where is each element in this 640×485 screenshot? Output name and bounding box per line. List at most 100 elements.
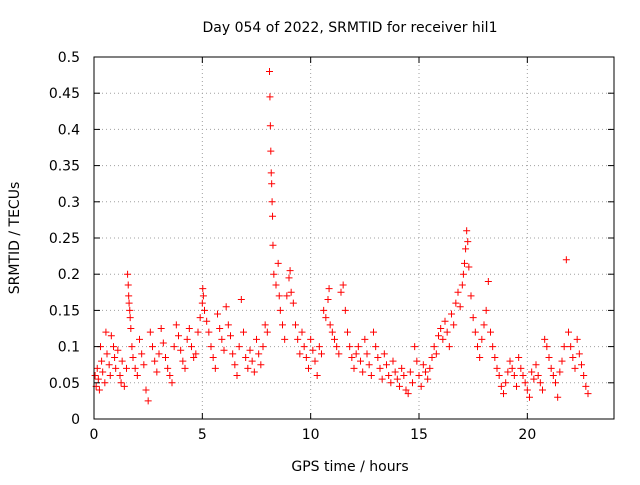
data-point — [452, 299, 460, 307]
data-point — [428, 353, 436, 361]
data-point — [181, 364, 189, 372]
data-point — [539, 386, 546, 394]
data-point — [398, 364, 406, 372]
data-point — [350, 364, 358, 372]
data-point — [493, 364, 501, 372]
data-point — [526, 393, 533, 401]
data-point — [168, 379, 176, 387]
data-point — [409, 379, 416, 387]
data-point — [268, 198, 276, 206]
data-point — [435, 332, 442, 340]
data-points — [91, 67, 592, 405]
chart-title: Day 054 of 2022, SRMTID for receiver hil… — [203, 20, 498, 36]
data-point — [318, 350, 325, 358]
data-point — [211, 364, 219, 372]
data-point — [107, 332, 115, 340]
data-point — [268, 180, 276, 188]
data-point — [136, 335, 143, 343]
data-point — [465, 263, 473, 271]
data-point — [289, 299, 297, 307]
data-point — [117, 379, 125, 387]
data-point — [560, 343, 568, 351]
data-point — [172, 321, 180, 329]
data-point — [309, 346, 317, 354]
data-point — [552, 379, 559, 387]
data-point — [127, 325, 135, 332]
data-point — [98, 357, 106, 365]
data-point — [94, 375, 102, 383]
data-point — [266, 93, 274, 101]
data-point — [112, 364, 120, 372]
data-point — [367, 372, 375, 380]
data-point — [162, 353, 169, 361]
data-point — [155, 350, 163, 358]
data-point — [495, 372, 503, 380]
data-point — [467, 292, 475, 300]
data-point — [489, 343, 497, 351]
data-point — [571, 364, 579, 372]
data-point — [157, 325, 165, 332]
axis-ticks — [93, 56, 614, 420]
data-point — [582, 382, 590, 390]
data-point — [153, 368, 161, 376]
data-point — [199, 292, 207, 300]
data-point — [253, 335, 260, 343]
data-point — [99, 368, 107, 376]
data-point — [93, 364, 101, 372]
data-point — [357, 357, 364, 365]
data-point — [263, 328, 271, 336]
data-point — [543, 343, 551, 351]
data-point — [558, 357, 566, 365]
data-point — [227, 332, 234, 340]
data-point — [523, 386, 531, 394]
data-point — [124, 281, 132, 289]
data-point — [276, 306, 284, 314]
y-tick-label: 0.4 — [58, 122, 80, 138]
data-point — [506, 357, 514, 365]
data-point — [302, 353, 310, 361]
data-point — [138, 350, 146, 358]
y-tick-label: 0.1 — [58, 340, 80, 356]
data-point — [344, 328, 351, 336]
data-point — [307, 335, 315, 343]
data-point — [261, 321, 269, 329]
data-point — [144, 397, 152, 405]
data-point — [491, 353, 499, 361]
data-point — [534, 372, 542, 380]
data-point — [283, 292, 291, 300]
data-point — [224, 321, 232, 329]
data-point — [474, 343, 481, 351]
data-point — [246, 346, 254, 354]
data-point — [432, 350, 440, 358]
data-point — [335, 350, 343, 358]
data-point — [270, 270, 278, 278]
data-point — [430, 343, 438, 351]
data-point — [554, 393, 562, 401]
data-point — [207, 343, 215, 351]
data-point — [450, 321, 458, 329]
data-point — [487, 328, 494, 336]
data-point — [128, 343, 136, 351]
data-point — [422, 368, 429, 376]
data-point — [183, 335, 191, 343]
data-point — [462, 245, 470, 253]
data-point — [133, 372, 141, 380]
data-point — [413, 357, 421, 365]
data-point — [482, 306, 490, 314]
y-tick-label: 0.15 — [49, 303, 80, 319]
x-tick-label: 20 — [518, 427, 536, 443]
data-point — [216, 325, 224, 332]
data-point — [125, 292, 133, 300]
data-point — [326, 321, 334, 329]
data-point — [146, 328, 154, 336]
data-point — [500, 390, 507, 398]
data-point — [426, 364, 434, 372]
data-point — [257, 361, 265, 369]
data-point — [521, 379, 529, 387]
data-point — [536, 379, 544, 387]
data-point — [175, 332, 182, 340]
data-point — [125, 299, 133, 307]
y-tick-label: 0.5 — [58, 50, 80, 66]
x-axis-label: GPS time / hours — [291, 459, 408, 475]
x-tick-label: 5 — [198, 427, 207, 443]
